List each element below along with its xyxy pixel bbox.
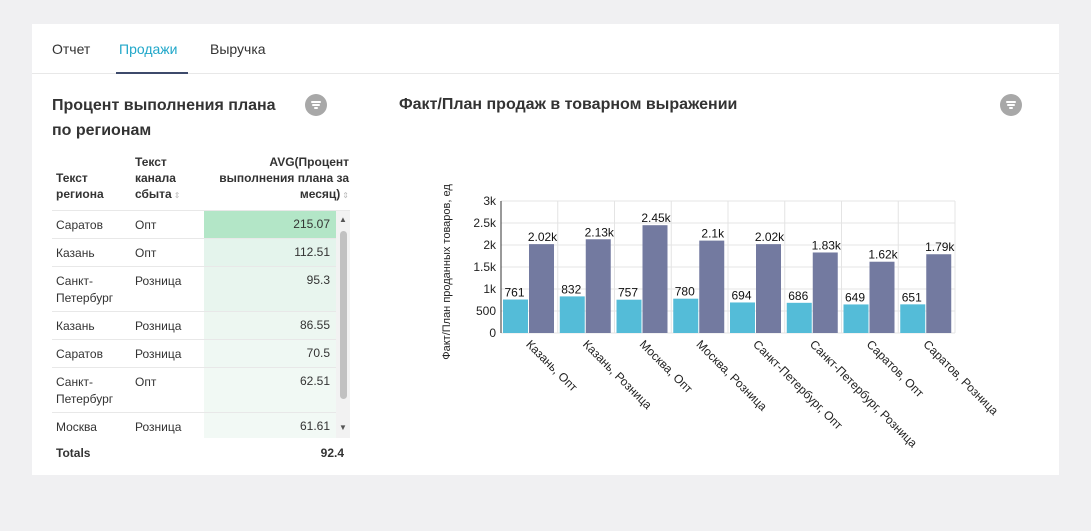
totals-value: 92.4 [320,446,344,460]
filter-icon[interactable] [305,94,327,116]
bar [812,252,838,333]
left-panel-title: Процент выполнения плана по регионам [52,97,276,139]
y-tick-label: 1k [483,282,497,296]
x-tick-label: Саратов, Опт [864,337,927,400]
y-tick-label: 1.5k [473,260,497,274]
region-cell: Саратов [56,347,103,361]
tab-sales[interactable]: Продажи [119,41,178,57]
value-cell: 86.55 [204,312,336,339]
bar [559,296,585,333]
dashboard-card: Отчет Продажи Выручка Процент выполнения… [32,24,1059,475]
channel-cell: Розница [135,319,182,333]
channel-cell: Опт [135,375,157,389]
value-cell: 215.07 [204,211,336,238]
bar [642,225,668,333]
bar [529,244,554,333]
region-cell: Казань [56,246,95,260]
region-cell: Москва [56,420,97,434]
bar [843,304,869,333]
filter-icon[interactable] [1000,94,1022,116]
scroll-thumb[interactable] [340,231,347,399]
bar [585,239,611,333]
right-panel-title: Факт/План продаж в товарном выражении [399,96,738,113]
channel-cell: Розница [135,274,182,288]
data-label: 2.02k [528,230,558,244]
y-tick-label: 0 [489,326,496,340]
data-label: 780 [675,285,695,299]
y-tick-label: 2k [483,238,497,252]
data-label: 1.62k [868,248,898,262]
sort-icon: ⇕ [342,191,349,200]
channel-cell: Розница [135,420,182,434]
bar [756,244,781,333]
table-scrollbar[interactable]: ▲ ▼ [336,211,350,438]
bar [699,240,725,333]
tab-bar: Отчет Продажи Выручка [32,24,1059,74]
channel-cell: Опт [135,218,157,232]
tab-report[interactable]: Отчет [52,41,91,57]
value-cell: 95.3 [204,267,336,311]
value-cell: 62.51 [204,368,336,412]
region-cell: Казань [56,319,95,333]
region-cell: Санкт-Петербург [56,274,114,305]
y-tick-label: 2.5k [473,216,497,230]
table-body: Саратов Опт 215.07 Казань Опт 112.51 Сан… [52,210,350,438]
data-label: 1.79k [925,240,955,254]
y-tick-label: 3k [483,194,497,208]
bar [786,302,812,333]
active-tab-indicator [116,72,188,74]
value-cell: 70.5 [204,340,336,367]
data-label: 694 [731,288,751,302]
x-tick-label: Санкт-Петербург, Розница [807,337,920,450]
data-label: 2.13k [585,225,615,239]
y-tick-label: 500 [476,304,496,318]
value-cell: 61.61 [204,413,336,438]
data-label: 761 [504,286,524,300]
totals-label: Totals [56,446,91,460]
scroll-down-icon[interactable]: ▼ [339,423,347,432]
column-header-avg[interactable]: AVG(Процент выполнения плана за месяц) ⇕ [219,155,349,201]
data-label: 2.45k [641,211,671,225]
bar [869,261,895,333]
data-label: 651 [902,290,922,304]
bar [730,302,755,333]
bar [616,299,642,333]
x-tick-label: Саратов, Розница [921,337,1002,418]
table-row: Казань Опт 112.51 [52,239,336,267]
bar [900,304,926,333]
table-row: Казань Розница 86.55 [52,312,336,340]
data-label: 2.1k [701,227,725,241]
channel-cell: Опт [135,246,157,260]
x-tick-label: Казань, Опт [523,337,580,394]
bar [503,299,528,333]
table-row: Санкт-Петербург Розница 95.3 [52,267,336,312]
table-row: Саратов Розница 70.5 [52,340,336,368]
channel-cell: Розница [135,347,182,361]
data-label: 1.83k [812,238,842,252]
sales-chart: 0 500 1k 1.5k 2k 2.5k 3k Факт/План проданных то… [441,184,1002,451]
bar [673,298,699,333]
value-cell: 112.51 [204,239,336,266]
x-tick-label: Москва, Опт [637,337,696,396]
totals-row: Totals 92.4 [52,440,350,464]
y-axis-label: Факт/План проданных товаров, ед [441,184,453,360]
bar [926,254,952,333]
data-label: 649 [845,290,865,304]
table-row: Санкт-Петербург Опт 62.51 [52,368,336,413]
column-header-region[interactable]: Текст региона [56,171,104,201]
scroll-up-icon[interactable]: ▲ [339,215,347,224]
data-label: 2.02k [755,230,785,244]
column-header-channel[interactable]: Текст канала сбыта ⇕ [135,155,181,201]
sort-icon: ⇕ [173,191,181,200]
table-row: Саратов Опт 215.07 [52,211,336,239]
region-cell: Санкт-Петербург [56,375,114,406]
data-label: 832 [561,282,581,296]
region-cell: Саратов [56,218,103,232]
tab-revenue[interactable]: Выручка [210,41,266,57]
data-label: 686 [788,289,808,303]
data-label: 757 [618,286,638,300]
table-row: Москва Розница 61.61 [52,413,336,438]
